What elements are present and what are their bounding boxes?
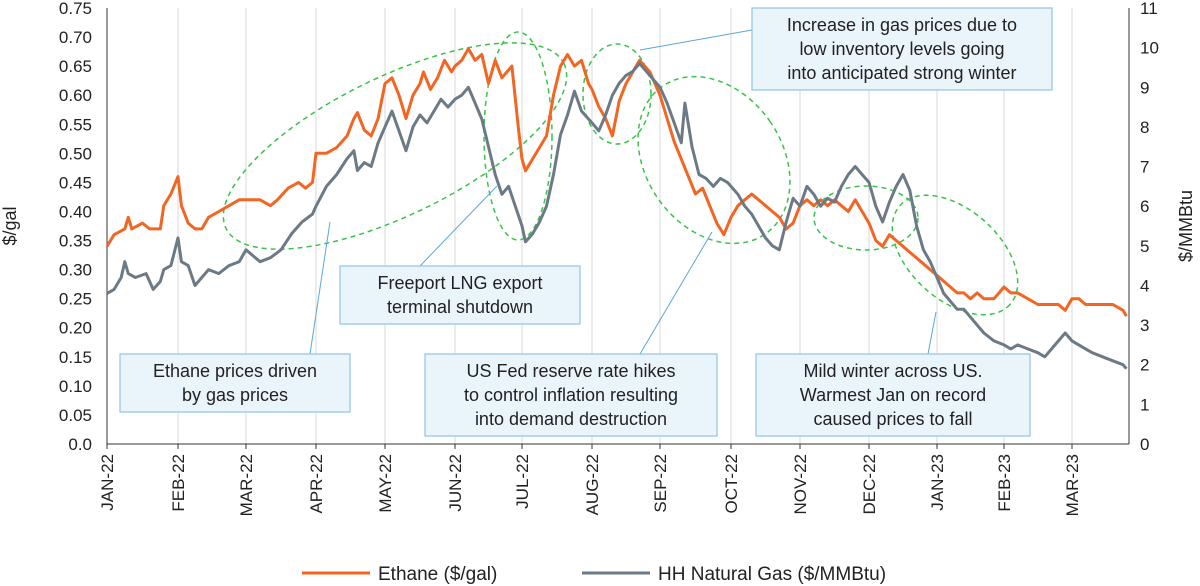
- y-right-tick-label: 2: [1140, 356, 1149, 375]
- x-tick-label: SEP-22: [651, 454, 670, 513]
- y-right-tick-label: 4: [1140, 276, 1149, 295]
- x-tick-label: JUN-22: [446, 454, 465, 512]
- y-left-tick-label: 0.55: [59, 115, 92, 134]
- annotation-text: Warmest Jan on record: [800, 385, 986, 405]
- x-tick-label: JAN-22: [98, 454, 117, 511]
- highlight-ellipse: [813, 185, 919, 251]
- x-tick-label: NOV-22: [791, 454, 810, 514]
- x-tick-label: AUG-22: [583, 454, 602, 515]
- x-tick-label: DEC-22: [860, 454, 879, 514]
- x-tick-label: JAN-23: [928, 454, 947, 511]
- x-tick-label: JUL-22: [513, 454, 532, 509]
- y-left-tick-label: 0.45: [59, 173, 92, 192]
- y-left-tick-label: 0.70: [59, 28, 92, 47]
- y-right-tick-label: 9: [1140, 78, 1149, 97]
- y-right-tick-label: 7: [1140, 158, 1149, 177]
- annotation-leader: [639, 231, 713, 355]
- y-right-tick-label: 11: [1140, 0, 1158, 18]
- legend-label-gas: HH Natural Gas ($/MMBtu): [658, 564, 886, 585]
- x-tick-label: FEB-23: [995, 454, 1014, 512]
- annotation-box: [755, 353, 1031, 437]
- legend-label-ethane: Ethane ($/gal): [378, 564, 497, 585]
- highlight-ellipse: [891, 194, 1019, 316]
- highlight-ellipse: [582, 43, 652, 145]
- y-left-tick-label: 0.30: [59, 261, 92, 280]
- annotation-text: caused prices to fall: [813, 409, 972, 429]
- y-left-tick-label: 0.60: [59, 86, 92, 105]
- annotation-leader: [309, 221, 331, 355]
- legend: Ethane ($/gal) HH Natural Gas ($/MMBtu): [302, 564, 886, 585]
- x-tick-label: OCT-22: [722, 454, 741, 514]
- series-lines: [105, 47, 1128, 370]
- y-right-axis-label: $/MMBtu: [1176, 190, 1196, 262]
- annotation-box: [751, 7, 1053, 91]
- highlight-ellipses: [222, 31, 1019, 316]
- axes: 0.0 0.05 0.10 0.15 0.20 0.25 0.30 0.35 0.40 0.45 0…: [0, 0, 1196, 516]
- annotation-text: terminal shutdown: [387, 297, 533, 317]
- y-left-tick-label: 0.75: [59, 0, 92, 18]
- annotation-text: to control inflation resulting: [464, 385, 678, 405]
- annotation-box: [424, 353, 718, 437]
- annotation-text: into anticipated strong winter: [787, 63, 1016, 83]
- series-line-gas: [106, 62, 1128, 370]
- annotation-leader: [927, 311, 937, 355]
- annotation-text: into demand destruction: [475, 409, 667, 429]
- annotation-text: Increase in gas prices due to: [787, 15, 1017, 35]
- annotation-leader: [419, 185, 498, 267]
- highlight-ellipse: [483, 31, 553, 241]
- annotation-text: Mild winter across US.: [803, 361, 982, 381]
- annotation-box: [339, 265, 581, 325]
- series-line-ethane: [105, 47, 1128, 317]
- y-right-tick-label: 6: [1140, 197, 1149, 216]
- y-left-tick-label: 0.0: [68, 435, 92, 454]
- annotation-text: by gas prices: [182, 385, 288, 405]
- y-right-tick-label: 1: [1140, 395, 1149, 414]
- annotation-text: US Fed reserve rate hikes: [466, 361, 675, 381]
- y-left-tick-label: 0.35: [59, 232, 92, 251]
- y-left-axis-label: $/gal: [0, 206, 20, 245]
- y-left-tick-label: 0.20: [59, 319, 92, 338]
- y-right-tick-label: 8: [1140, 118, 1149, 137]
- x-tick-label: MAY-22: [376, 454, 395, 513]
- x-tick-label: FEB-22: [169, 454, 188, 512]
- highlight-ellipse: [222, 42, 568, 250]
- y-right-tick-label: 5: [1140, 237, 1149, 256]
- y-left-tick-label: 0.10: [59, 377, 92, 396]
- x-tick-label: MAR-22: [237, 454, 256, 516]
- annotation-leader: [639, 29, 753, 51]
- y-right-tick-label: 10: [1140, 39, 1159, 58]
- y-right-tick-label: 3: [1140, 316, 1149, 335]
- y-left-tick-label: 0.15: [59, 348, 92, 367]
- highlight-ellipse: [637, 75, 791, 245]
- y-right-tick-label: 0: [1140, 435, 1149, 454]
- y-left-tick-label: 0.25: [59, 290, 92, 309]
- annotation-box: [119, 353, 351, 413]
- annotation-text: Ethane prices driven: [153, 361, 317, 381]
- annotation-text: Freeport LNG export: [377, 273, 542, 293]
- x-tick-label: MAR-23: [1063, 454, 1082, 516]
- x-tick-label: APR-22: [307, 454, 326, 514]
- y-left-tick-label: 0.65: [59, 57, 92, 76]
- annotations: Increase in gas prices due to low invento…: [119, 7, 1053, 437]
- y-left-tick-label: 0.05: [59, 406, 92, 425]
- y-left-tick-label: 0.40: [59, 202, 92, 221]
- y-left-tick-label: 0.50: [59, 144, 92, 163]
- annotation-text: low inventory levels going: [799, 39, 1004, 59]
